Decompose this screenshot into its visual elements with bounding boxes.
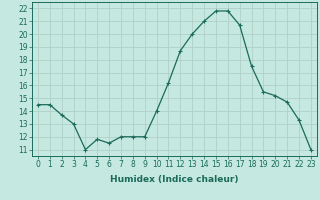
X-axis label: Humidex (Indice chaleur): Humidex (Indice chaleur): [110, 175, 239, 184]
